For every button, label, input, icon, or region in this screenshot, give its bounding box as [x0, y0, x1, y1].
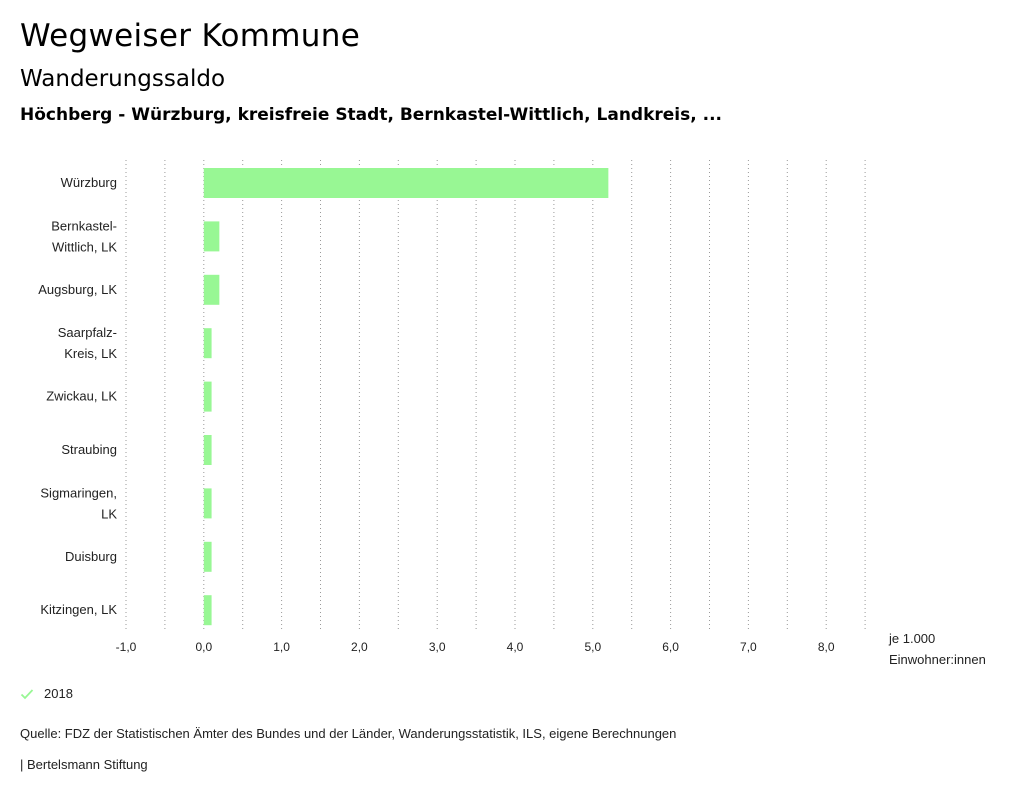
bar	[203, 328, 212, 359]
x-tick-label: 3,0	[429, 640, 446, 654]
category-label: Zwickau, LK	[46, 389, 117, 404]
x-axis-unit-line-1: je 1.000	[889, 631, 936, 646]
x-tick-label: -1,0	[116, 640, 137, 654]
x-axis-unit: je 1.000 Einwohner:innen	[889, 628, 986, 670]
page-title: Wegweiser Kommune	[20, 18, 361, 54]
category-label: Augsburg, LK	[38, 282, 117, 297]
category-label: Kitzingen, LK	[40, 602, 117, 617]
region-selection: Höchberg - Würzburg, kreisfreie Stadt, B…	[20, 105, 723, 125]
category-label: Straubing	[61, 442, 117, 457]
source-note: Quelle: FDZ der Statistischen Ämter des …	[20, 726, 677, 741]
x-tick-label: 0,0	[195, 640, 212, 654]
category-label: Sigmaringen, LK	[40, 485, 117, 521]
check-icon[interactable]	[20, 687, 34, 701]
x-tick-label: 8,0	[818, 640, 835, 654]
bar	[203, 488, 212, 519]
credit-note: | Bertelsmann Stiftung	[20, 757, 148, 772]
x-tick-label: 2,0	[351, 640, 368, 654]
bar	[203, 595, 212, 626]
bar	[203, 221, 220, 252]
bar	[203, 541, 212, 572]
x-tick-label: 5,0	[584, 640, 601, 654]
x-tick-label: 1,0	[273, 640, 290, 654]
x-tick-label: 7,0	[740, 640, 757, 654]
bar	[203, 274, 220, 305]
bar	[203, 435, 212, 465]
legend[interactable]: 2018	[20, 686, 73, 701]
category-label: Würzburg	[61, 175, 117, 190]
category-label: Duisburg	[65, 549, 117, 564]
legend-label-2018: 2018	[44, 686, 73, 701]
x-axis-unit-line-2: Einwohner:innen	[889, 652, 986, 667]
bar	[203, 381, 212, 412]
category-label: Bernkastel-Wittlich, LK	[51, 218, 117, 254]
bar	[203, 168, 609, 198]
chart-subtitle: Wanderungssaldo	[20, 66, 226, 92]
x-tick-label: 4,0	[507, 640, 524, 654]
category-label: Saarpfalz-Kreis, LK	[58, 325, 118, 361]
x-tick-label: 6,0	[662, 640, 679, 654]
